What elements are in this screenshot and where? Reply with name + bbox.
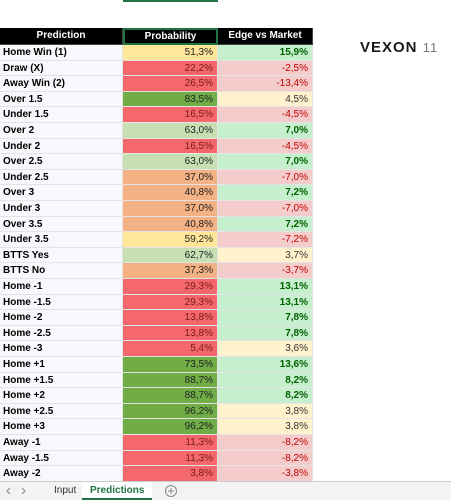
header-cell: Probability: [123, 28, 218, 45]
probability-cell: 37,3%: [123, 263, 218, 279]
probability-cell: 40,8%: [123, 185, 218, 201]
edge-cell: 15,9%: [218, 45, 313, 61]
edge-cell: 7,8%: [218, 310, 313, 326]
edge-cell: -8,2%: [218, 435, 313, 451]
sheet-tabs: Input Predictions: [0, 481, 451, 500]
prediction-cell: Home Win (1): [0, 45, 123, 61]
prediction-cell: Under 2: [0, 138, 123, 155]
edge-cell: -3,7%: [218, 263, 313, 279]
prediction-cell: Over 2: [0, 123, 123, 139]
prediction-cell: Home -2: [0, 310, 123, 326]
edge-cell: -7,0%: [218, 169, 313, 186]
prediction-cell: Away Win (2): [0, 76, 123, 92]
edge-cell: -4,5%: [218, 107, 313, 123]
edge-cell: 8,2%: [218, 388, 313, 404]
probability-cell: 59,2%: [123, 232, 218, 248]
header-cell: Edge vs Market: [218, 28, 313, 45]
prediction-cell: Home +3: [0, 419, 123, 435]
edge-cell: 8,2%: [218, 372, 313, 389]
probability-cell: 40,8%: [123, 216, 218, 233]
prediction-cell: Over 3.5: [0, 216, 123, 233]
probability-cell: 37,0%: [123, 201, 218, 217]
edge-cell: 7,8%: [218, 325, 313, 342]
column-indicator: [123, 0, 218, 2]
prediction-cell: BTTS No: [0, 263, 123, 279]
edge-cell: -3,8%: [218, 466, 313, 482]
probability-cell: 26,5%: [123, 76, 218, 92]
logo: VEXON 11: [360, 39, 438, 56]
prediction-cell: Under 3.5: [0, 232, 123, 248]
probability-cell: 13,8%: [123, 325, 218, 342]
prediction-cell: Under 1.5: [0, 107, 123, 123]
probability-cell: 63,0%: [123, 123, 218, 139]
tab[interactable]: Input: [54, 485, 77, 496]
probability-cell: 29,3%: [123, 279, 218, 295]
prediction-cell: Home -2.5: [0, 325, 123, 342]
edge-cell: 4,5%: [218, 91, 313, 108]
edge-cell: 3,6%: [218, 341, 313, 357]
prediction-cell: Away -1.5: [0, 450, 123, 467]
edge-cell: -7,2%: [218, 232, 313, 248]
prediction-cell: Away -1: [0, 435, 123, 451]
prediction-cell: Home +1.5: [0, 372, 123, 389]
prediction-cell: Home +2: [0, 388, 123, 404]
probability-cell: 5,4%: [123, 341, 218, 357]
edge-cell: 7,0%: [218, 123, 313, 139]
prediction-cell: Home -1: [0, 279, 123, 295]
probability-cell: 37,0%: [123, 169, 218, 186]
prediction-cell: BTTS Yes: [0, 247, 123, 264]
edge-cell: 3,8%: [218, 419, 313, 435]
prediction-cell: Home -3: [0, 341, 123, 357]
logo-name: VEXON: [360, 39, 418, 56]
prediction-cell: Over 2.5: [0, 154, 123, 170]
edge-cell: -2,5%: [218, 60, 313, 77]
edge-cell: 7,0%: [218, 154, 313, 170]
probability-cell: 51,3%: [123, 45, 218, 61]
probability-cell: 11,3%: [123, 450, 218, 467]
edge-cell: -7,0%: [218, 201, 313, 217]
prediction-cell: Draw (X): [0, 60, 123, 77]
edge-cell: 7,2%: [218, 185, 313, 201]
edge-cell: -4,5%: [218, 138, 313, 155]
prediction-cell: Away -2: [0, 466, 123, 482]
tab-nav[interactable]: [2, 482, 42, 500]
probability-cell: 29,3%: [123, 294, 218, 311]
probability-cell: 88,7%: [123, 372, 218, 389]
edge-cell: 13,6%: [218, 357, 313, 373]
prediction-cell: Under 2.5: [0, 169, 123, 186]
prediction-cell: Home -1.5: [0, 294, 123, 311]
probability-cell: 96,2%: [123, 403, 218, 420]
tab-active[interactable]: Predictions: [82, 482, 153, 500]
logo-number: 11: [422, 40, 439, 55]
edge-cell: -8,2%: [218, 450, 313, 467]
edge-cell: -13,4%: [218, 76, 313, 92]
probability-cell: 16,5%: [123, 107, 218, 123]
edge-cell: 3,7%: [218, 247, 313, 264]
edge-cell: 13,1%: [218, 294, 313, 311]
probability-cell: 13,8%: [123, 310, 218, 326]
prediction-cell: Home +1: [0, 357, 123, 373]
prediction-cell: Over 3: [0, 185, 123, 201]
probability-cell: 22,2%: [123, 60, 218, 77]
probability-cell: 62,7%: [123, 247, 218, 264]
prediction-cell: Under 3: [0, 201, 123, 217]
edge-cell: 3,8%: [218, 403, 313, 420]
probability-cell: 63,0%: [123, 154, 218, 170]
probability-cell: 96,2%: [123, 419, 218, 435]
prediction-cell: Over 1.5: [0, 91, 123, 108]
edge-cell: 13,1%: [218, 279, 313, 295]
add-sheet[interactable]: [164, 484, 178, 498]
probability-cell: 83,5%: [123, 91, 218, 108]
prediction-cell: Home +2.5: [0, 403, 123, 420]
header-cell: Prediction: [0, 28, 123, 45]
probability-cell: 3,8%: [123, 466, 218, 482]
probability-cell: 16,5%: [123, 138, 218, 155]
probability-cell: 88,7%: [123, 388, 218, 404]
probability-cell: 11,3%: [123, 435, 218, 451]
edge-cell: 7,2%: [218, 216, 313, 233]
probability-cell: 73,5%: [123, 357, 218, 373]
